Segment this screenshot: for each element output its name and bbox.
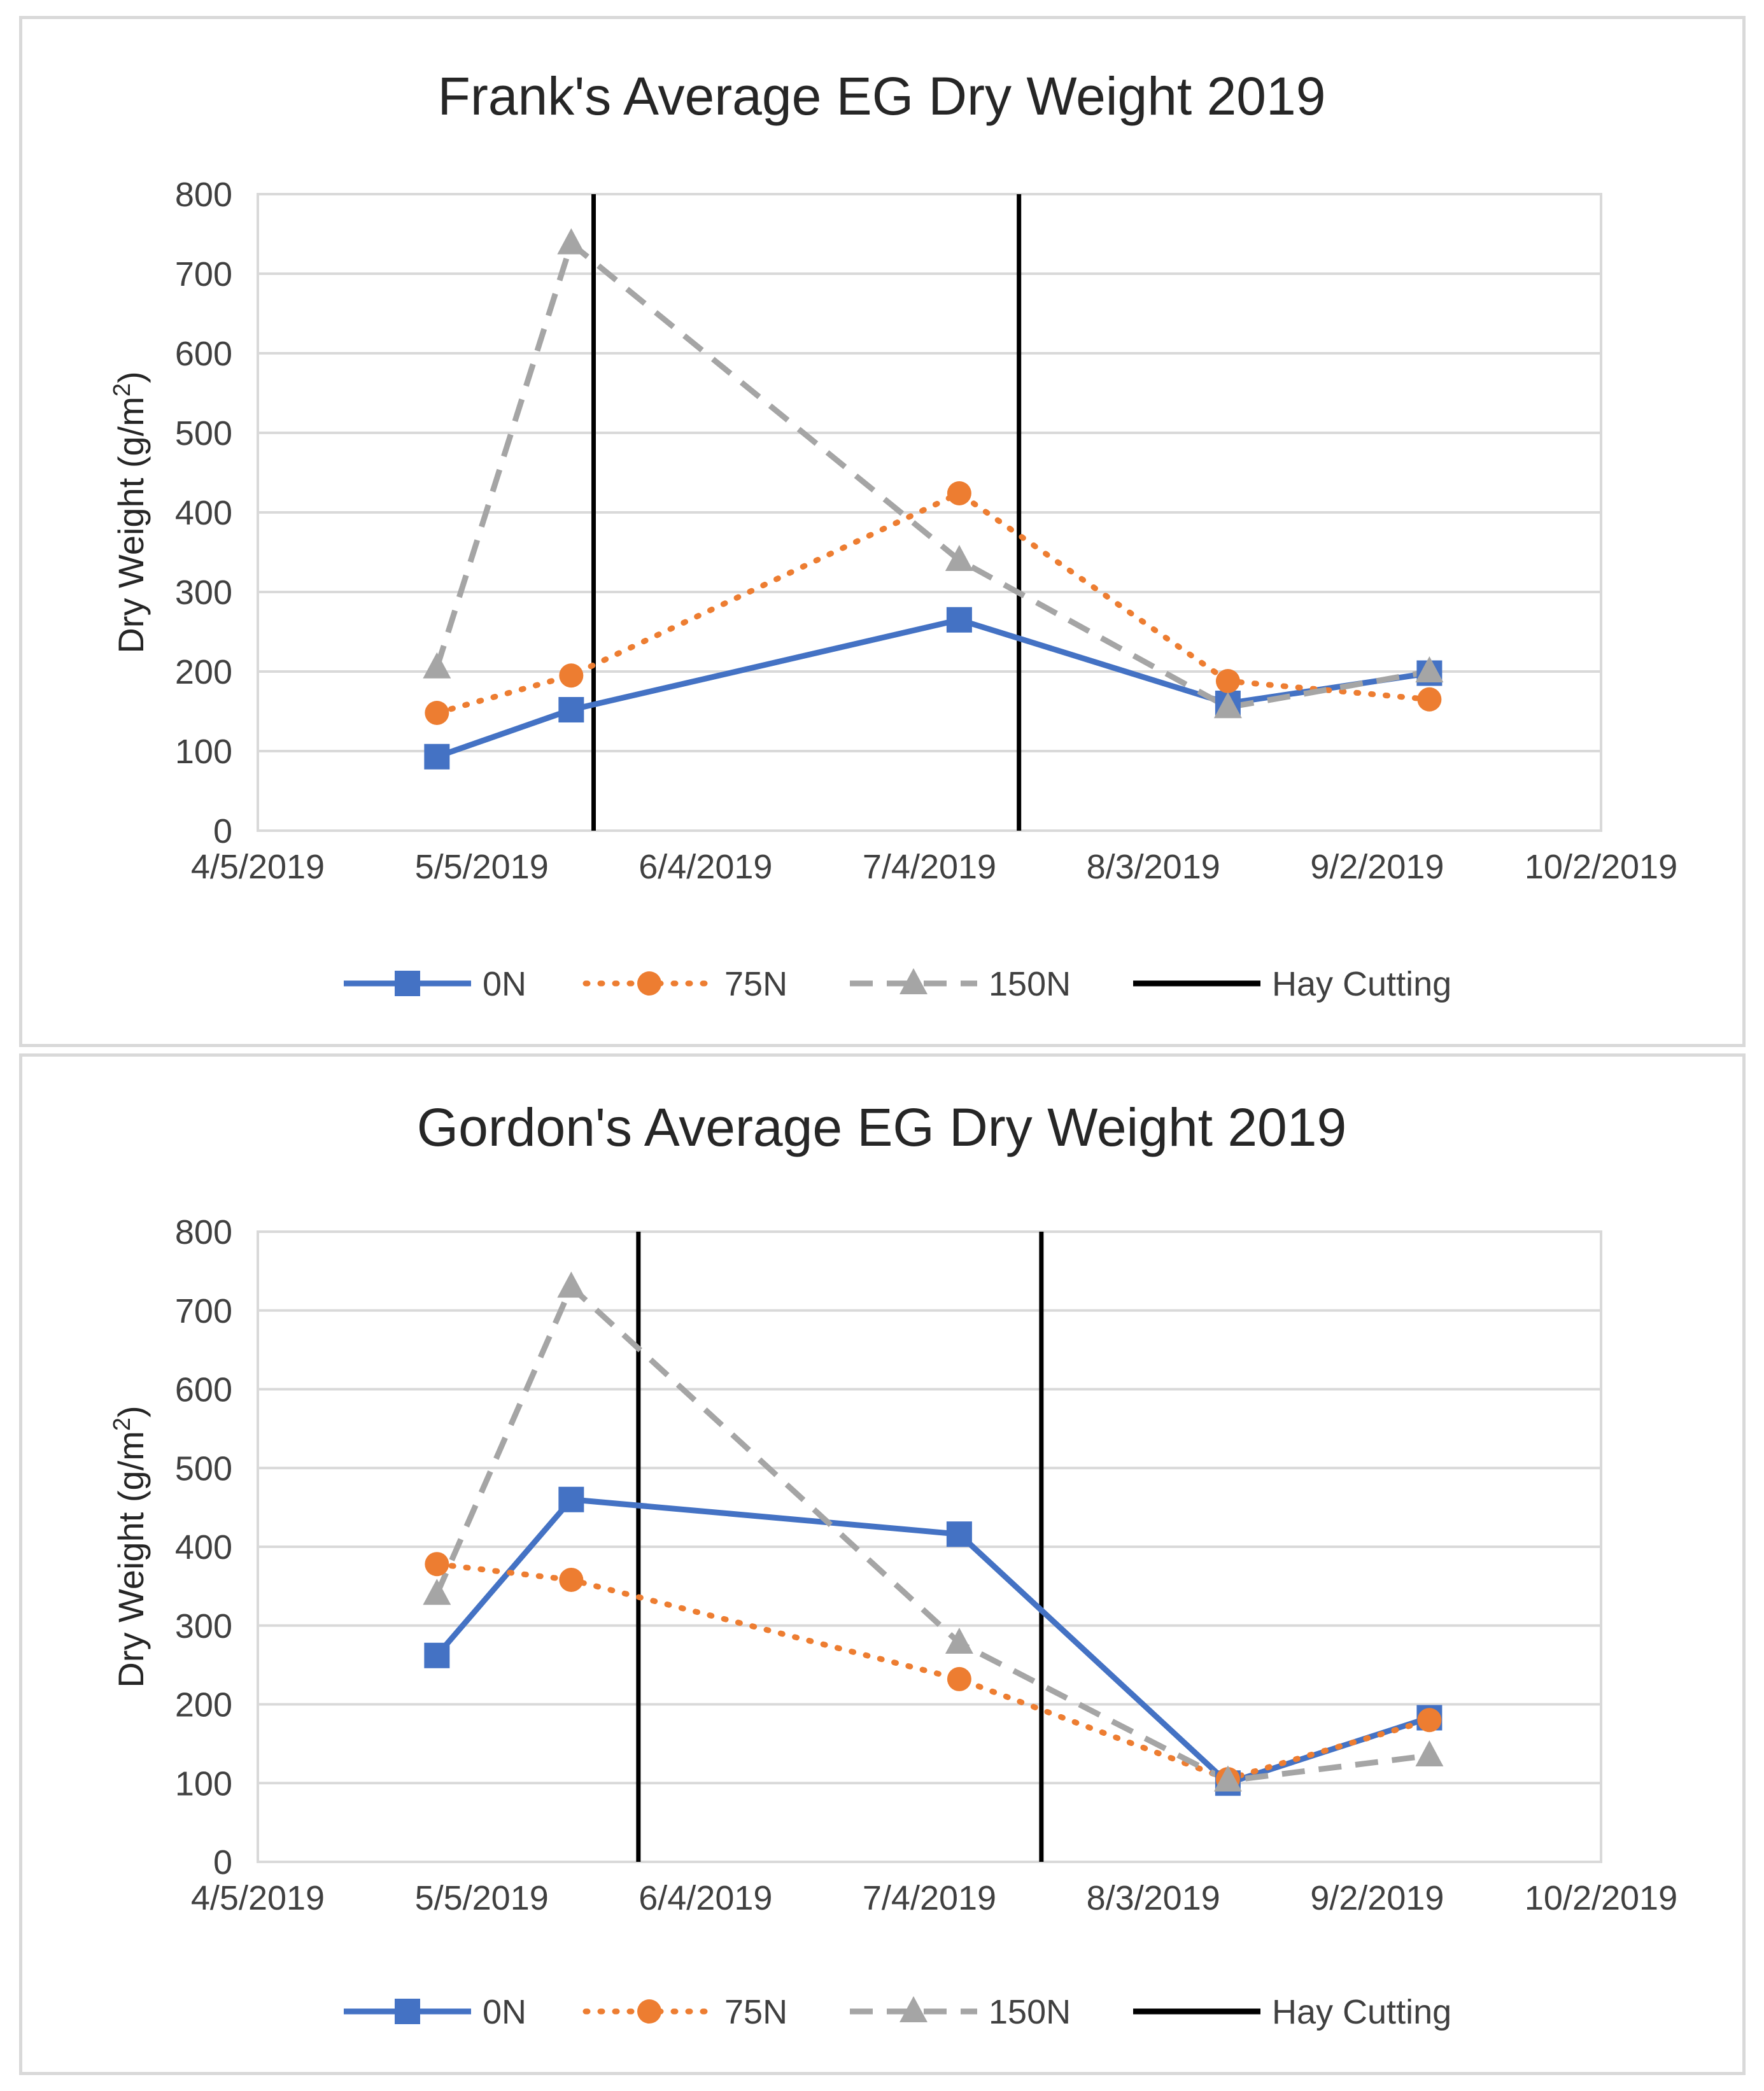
y-tick-label: 600	[175, 1371, 232, 1409]
x-tick-label: 8/3/2019	[1087, 848, 1220, 886]
data-point-150n	[1213, 692, 1242, 719]
data-point-75n	[559, 1567, 584, 1592]
data-point-150n	[557, 1271, 586, 1298]
data-point-0n	[558, 697, 584, 722]
data-point-150n	[1415, 1740, 1444, 1766]
y-axis-title: Dry Weight (g/m2)	[109, 1405, 151, 1687]
legend-marker-0n	[395, 971, 420, 996]
series-line-0n	[435, 617, 1430, 759]
y-tick-label: 800	[175, 176, 232, 214]
chart-title: Frank's Average EG Dry Weight 2019	[438, 66, 1326, 126]
data-point-75n	[947, 481, 971, 505]
x-tick-label: 5/5/2019	[415, 848, 549, 886]
y-tick-label: 100	[175, 1764, 232, 1803]
x-tick-label: 7/4/2019	[863, 848, 996, 886]
legend-marker-75n	[637, 971, 661, 996]
chart-panel-frank: Frank's Average EG Dry Weight 2019 0 100 20…	[19, 16, 1746, 1047]
data-point-150n	[557, 228, 586, 255]
data-point-150n	[945, 1627, 973, 1654]
chart-panel-gordon: Gordon's Average EG Dry Weight 2019 0 100 2…	[19, 1053, 1746, 2075]
y-tick-label: 300	[175, 1607, 232, 1645]
y-tick-label: 800	[175, 1213, 232, 1251]
y-tick-label: 700	[175, 1292, 232, 1330]
plot-area-border	[257, 1230, 1602, 1863]
x-tick-label: 6/4/2019	[639, 848, 772, 886]
series-line-75n	[434, 1561, 1432, 1782]
y-tick-label: 300	[175, 574, 232, 612]
data-point-75n	[1215, 669, 1240, 693]
y-tick-label: 0	[213, 812, 232, 850]
legend-label: Hay Cutting	[1272, 1993, 1451, 2031]
y-tick-label: 500	[175, 414, 232, 453]
series-line-75n	[434, 490, 1432, 716]
x-tick-label: 9/2/2019	[1310, 848, 1444, 886]
data-point-0n	[424, 743, 450, 770]
data-point-150n	[1213, 1765, 1242, 1792]
x-tick-label: 8/3/2019	[1087, 1879, 1220, 1917]
y-tick-label: 100	[175, 733, 232, 771]
data-point-150n	[1415, 656, 1444, 682]
x-tick-label: 10/2/2019	[1525, 1879, 1677, 1917]
y-tick-label: 600	[175, 335, 232, 373]
data-point-0n	[424, 1642, 450, 1668]
data-point-75n	[425, 1552, 449, 1577]
x-tick-label: 7/4/2019	[863, 1879, 996, 1917]
x-tick-label: 6/4/2019	[639, 1879, 772, 1917]
gordon-dry-weight-chart: Gordon's Average EG Dry Weight 2019 0 100 2…	[109, 1097, 1677, 2031]
y-axis-title: Dry Weight (g/m2)	[109, 371, 151, 653]
y-tick-label: 400	[175, 494, 232, 532]
legend-label: 75N	[724, 965, 787, 1003]
x-tick-label: 10/2/2019	[1525, 848, 1677, 886]
x-tick-label: 4/5/2019	[191, 848, 325, 886]
data-point-75n	[559, 663, 584, 688]
data-point-75n	[947, 1666, 971, 1691]
legend-label: 150N	[989, 1993, 1071, 2031]
legend-label: 0N	[483, 965, 526, 1003]
data-point-150n	[423, 1579, 451, 1605]
x-tick-label: 9/2/2019	[1310, 1879, 1444, 1917]
data-point-0n	[946, 607, 972, 633]
data-point-0n	[558, 1486, 584, 1512]
data-point-75n	[425, 701, 449, 725]
legend-marker-150n	[900, 1996, 928, 2022]
legend-marker-0n	[395, 1999, 420, 2024]
frank-dry-weight-chart: Frank's Average EG Dry Weight 2019 0 100 20…	[109, 66, 1677, 1003]
data-point-75n	[1417, 1708, 1442, 1733]
data-point-150n	[945, 545, 973, 571]
y-tick-label: 700	[175, 255, 232, 293]
series-line-0n	[434, 1496, 1430, 1786]
plot-area-border	[257, 193, 1602, 832]
legend-label: 0N	[483, 1993, 526, 2031]
chart-title: Gordon's Average EG Dry Weight 2019	[417, 1097, 1346, 1157]
legend-label: 75N	[724, 1993, 787, 2031]
data-point-75n	[1417, 687, 1442, 712]
y-tick-label: 500	[175, 1449, 232, 1488]
series-line-150n	[434, 241, 1430, 710]
y-tick-label: 0	[213, 1843, 232, 1882]
data-point-150n	[423, 652, 451, 679]
legend-label: 150N	[989, 965, 1071, 1003]
legend-marker-150n	[900, 968, 928, 994]
y-tick-label: 200	[175, 653, 232, 691]
y-tick-label: 200	[175, 1686, 232, 1724]
y-tick-label: 400	[175, 1528, 232, 1566]
x-tick-label: 5/5/2019	[415, 1879, 549, 1917]
x-tick-label: 4/5/2019	[191, 1879, 325, 1917]
legend-marker-75n	[637, 1999, 661, 2024]
data-point-0n	[946, 1521, 972, 1547]
legend-label: Hay Cutting	[1272, 965, 1451, 1003]
